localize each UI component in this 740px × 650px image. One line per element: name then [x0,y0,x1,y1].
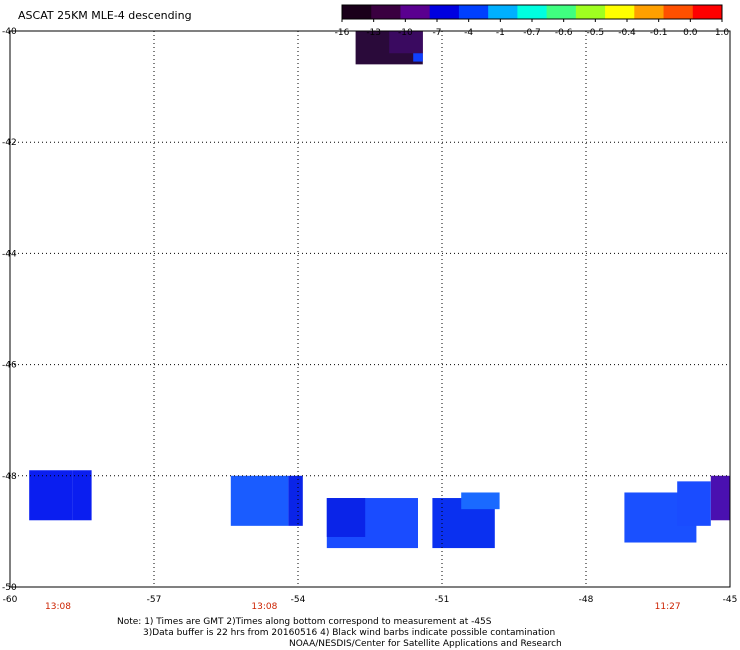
data-cell [326,498,366,537]
colorbar-segment [488,5,518,19]
note-line-3: NOAA/NESDIS/Center for Satellite Applica… [289,639,562,649]
x-tick-label: -45 [723,595,738,605]
colorbar-label: -4 [464,28,473,38]
time-label: 13:08 [251,602,277,612]
data-cell [677,481,711,526]
colorbar-label: 0.0 [683,28,698,38]
colorbar-segment [371,5,401,19]
colorbar-label: -0.7 [523,28,541,38]
colorbar-segment [575,5,606,19]
x-tick-label: -51 [435,595,450,605]
colorbar-segment [342,5,372,19]
y-tick-label: -46 [2,361,17,371]
x-tick-label: -60 [3,595,18,605]
colorbar-segment [546,5,577,19]
x-tick-label: -57 [147,595,162,605]
colorbar-label: -13 [366,28,381,38]
colorbar-label: -0.5 [587,28,605,38]
colorbar-label: -0.4 [618,28,636,38]
y-tick-label: -42 [2,138,17,148]
colorbar-segment [634,5,665,19]
data-cell [29,470,73,521]
y-tick-label: -40 [2,27,17,37]
data-cell [710,475,730,521]
colorbar-segment [400,5,431,19]
data-cell [72,470,92,521]
data-cell [389,31,423,54]
colorbar-label: -16 [335,28,350,38]
colorbar-segment [605,5,635,19]
colorbar-segment [517,5,548,19]
y-tick-label: -48 [2,472,17,482]
x-tick-label: -54 [291,595,306,605]
data-cell [461,492,500,510]
colorbar-segment [429,5,460,19]
plot-frame [9,30,731,588]
colorbar-label: -7 [433,28,442,38]
colorbar-segment [663,5,694,19]
y-tick-label: -50 [2,583,17,593]
colorbar-label: -1 [496,28,505,38]
colorbar-label: -0.6 [555,28,573,38]
time-label: 11:27 [655,602,681,612]
time-label: 13:08 [45,602,71,612]
colorbar-segment [692,5,723,19]
colorbar-label: -10 [398,28,413,38]
note-line-1: Note: 1) Times are GMT 2)Times along bot… [117,617,492,627]
colorbar-segment [458,5,489,19]
y-tick-label: -44 [2,249,17,259]
x-tick-label: -48 [579,595,594,605]
colorbar-label: -0.1 [650,28,668,38]
note-line-2: 3)Data buffer is 22 hrs from 20160516 4)… [143,628,556,638]
data-cell [288,475,303,526]
data-cell [413,53,423,62]
data-cell [230,475,289,526]
chart-title: ASCAT 25KM MLE-4 descending [18,9,192,22]
colorbar-label: 1.0 [715,28,730,38]
